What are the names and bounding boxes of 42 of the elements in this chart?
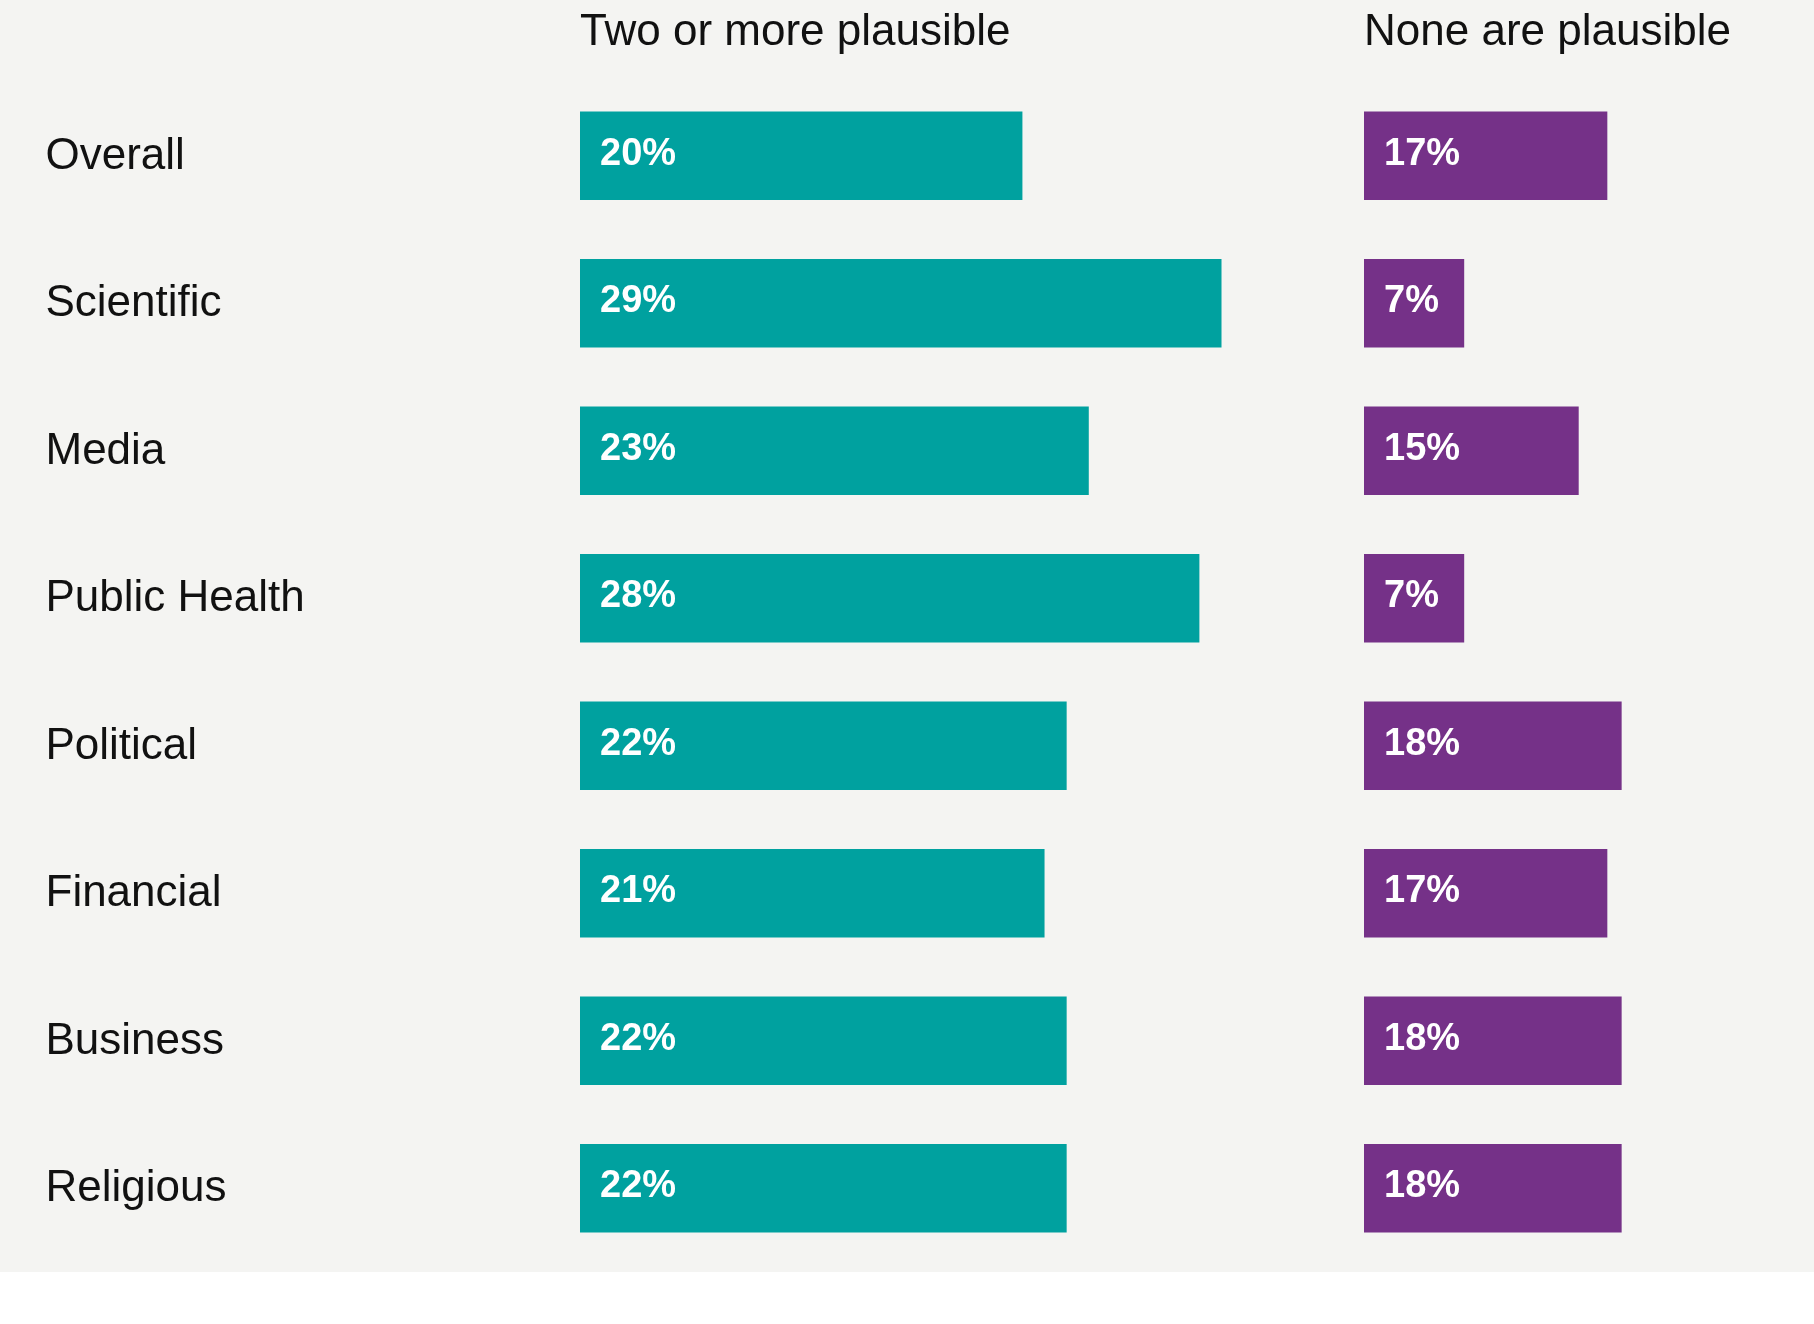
data-label: 17%	[1384, 130, 1461, 173]
bar	[1364, 701, 1622, 790]
y-tick-label: Scientific	[45, 276, 222, 326]
bar	[1364, 259, 1465, 348]
bar	[580, 111, 1023, 200]
bar	[580, 406, 1089, 495]
bar	[1364, 406, 1579, 495]
bar	[1364, 849, 1608, 938]
data-label: 18%	[1384, 1015, 1461, 1058]
bar	[1364, 1144, 1622, 1233]
data-label: 22%	[600, 720, 677, 763]
data-label: 29%	[600, 278, 677, 321]
bar	[1364, 554, 1465, 643]
y-tick-label: Public Health	[45, 571, 305, 621]
bar	[580, 701, 1067, 790]
bar	[580, 1144, 1067, 1233]
data-label: 22%	[600, 1163, 677, 1206]
data-label: 20%	[600, 130, 677, 173]
bar	[1364, 996, 1622, 1085]
data-label: 28%	[600, 573, 677, 616]
bar	[580, 554, 1200, 643]
data-label: 7%	[1384, 278, 1439, 321]
chart-title: None are plausible	[1364, 5, 1731, 54]
y-tick-label: Overall	[45, 128, 185, 178]
y-tick-label: Religious	[45, 1161, 227, 1211]
data-label: 15%	[1384, 425, 1461, 468]
bar	[580, 259, 1222, 348]
data-label: 21%	[600, 868, 677, 911]
y-tick-label: Political	[45, 718, 198, 768]
data-label: 7%	[1384, 573, 1439, 616]
data-label: 23%	[600, 425, 677, 468]
y-tick-label: Financial	[45, 866, 222, 916]
data-label: 17%	[1384, 868, 1461, 911]
chart-title: Two or more plausible	[580, 5, 1011, 54]
bar	[580, 849, 1045, 938]
y-tick-label: Business	[45, 1013, 225, 1063]
data-label: 18%	[1384, 1163, 1461, 1206]
bar	[580, 996, 1067, 1085]
y-tick-label: Media	[45, 423, 166, 473]
data-label: 18%	[1384, 720, 1461, 763]
bar	[1364, 111, 1608, 200]
data-label: 22%	[600, 1015, 677, 1058]
